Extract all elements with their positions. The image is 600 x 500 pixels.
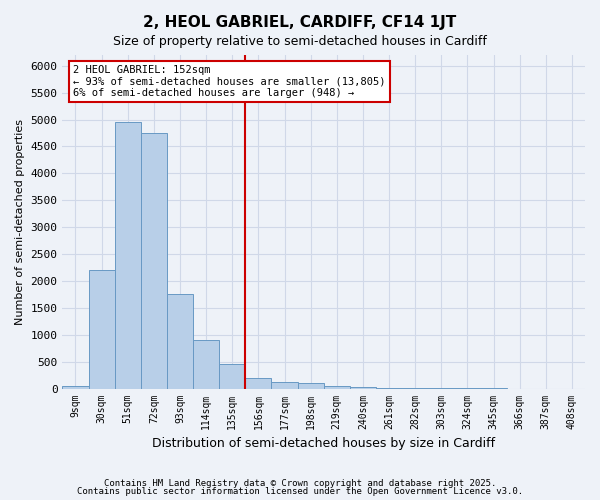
Bar (89, 270, 115, 388)
Y-axis label: Number of semi-detached properties: Number of semi-detached properties (15, 119, 25, 325)
Text: 2, HEOL GABRIEL, CARDIFF, CF14 1JT: 2, HEOL GABRIEL, CARDIFF, CF14 1JT (143, 15, 457, 30)
Bar (167, 294, 193, 388)
Text: 2 HEOL GABRIEL: 152sqm
← 93% of semi-detached houses are smaller (13,805)
6% of : 2 HEOL GABRIEL: 152sqm ← 93% of semi-det… (73, 65, 385, 98)
Bar (324, 386, 350, 388)
Bar (62, 386, 89, 388)
Text: Contains HM Land Registry data © Crown copyright and database right 2025.: Contains HM Land Registry data © Crown c… (104, 478, 496, 488)
Text: Contains public sector information licensed under the Open Government Licence v3: Contains public sector information licen… (77, 487, 523, 496)
Bar (245, 378, 271, 388)
Bar (350, 387, 376, 388)
Bar (115, 122, 141, 388)
Bar (219, 364, 245, 388)
Bar (298, 383, 324, 388)
Bar (141, 133, 167, 388)
Bar (193, 340, 219, 388)
X-axis label: Distribution of semi-detached houses by size in Cardiff: Distribution of semi-detached houses by … (152, 437, 495, 450)
Bar (271, 382, 298, 388)
Text: Size of property relative to semi-detached houses in Cardiff: Size of property relative to semi-detach… (113, 35, 487, 48)
